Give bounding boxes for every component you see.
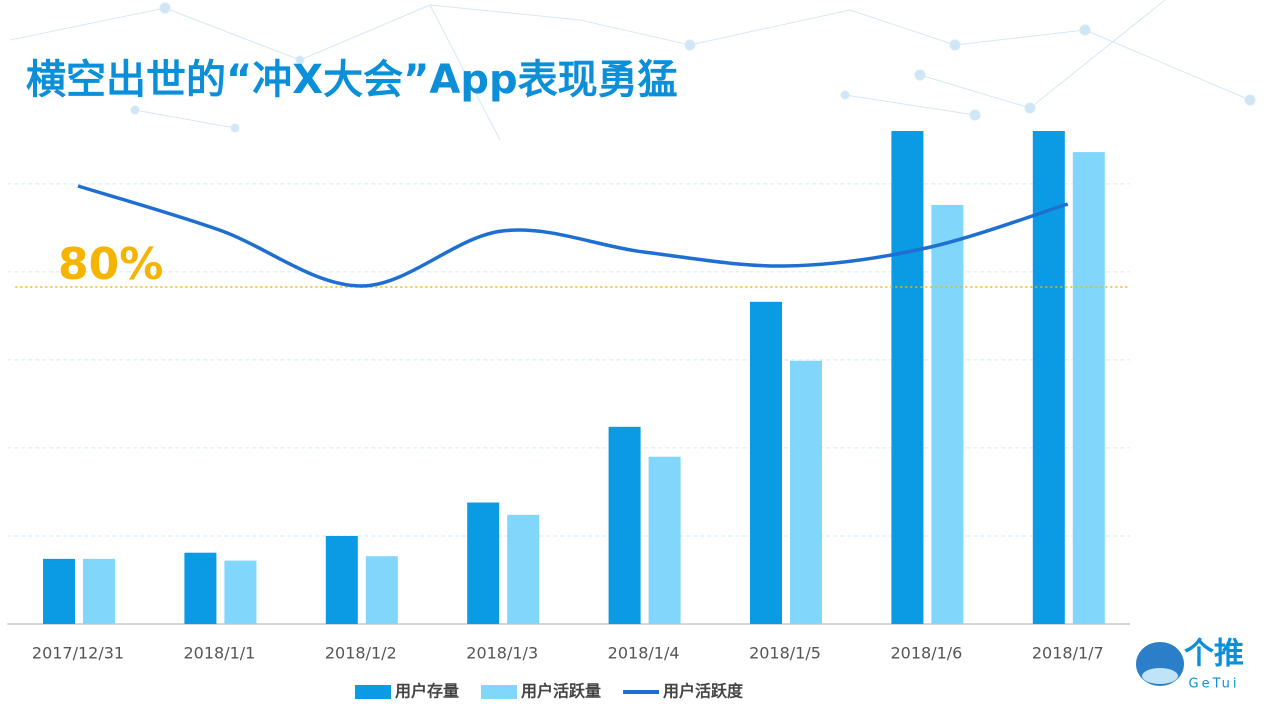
logo-sub: GeTui — [1189, 677, 1240, 692]
bar — [931, 204, 964, 624]
bar — [648, 456, 681, 624]
bar — [1072, 152, 1105, 624]
x-tick-label: 2018/1/4 — [608, 644, 680, 663]
bar — [224, 560, 257, 624]
line — [77, 184, 1069, 288]
bar — [467, 502, 500, 624]
x-tick-label: 2018/1/2 — [325, 644, 397, 663]
x-tick-label: 2018/1/7 — [1032, 644, 1104, 663]
bar — [750, 301, 782, 624]
x-tick-label: 2017/12/31 — [32, 644, 124, 663]
x-tick-label: 2018/1/3 — [466, 644, 538, 663]
bar — [43, 558, 75, 624]
legend-swatch — [355, 685, 391, 699]
bar — [365, 556, 398, 624]
legend-label: 用户活跃量 — [521, 682, 601, 701]
chart-title: 横空出世的“冲X大会”App表现勇猛 — [26, 57, 678, 103]
bar — [184, 552, 217, 624]
x-tick-label: 2018/1/6 — [890, 644, 962, 663]
logo-name: 个推 — [1184, 637, 1244, 672]
bar — [507, 514, 540, 624]
bar — [608, 426, 641, 624]
logo: 个推 GeTui — [1136, 637, 1244, 692]
bar — [891, 131, 924, 624]
legend-label: 用户活跃度 — [663, 682, 744, 701]
legend-swatch — [623, 690, 660, 694]
bar — [790, 360, 822, 624]
bar — [83, 558, 115, 624]
x-tick-label: 2018/1/1 — [183, 644, 255, 663]
legend-swatch — [481, 685, 518, 699]
background-network — [9, 0, 1256, 141]
annotation: 80% — [58, 239, 163, 290]
x-tick-label: 2018/1/5 — [749, 644, 821, 663]
logo-icon-belly — [1142, 668, 1178, 684]
legend-label: 用户存量 — [395, 682, 459, 701]
bar — [325, 535, 358, 624]
